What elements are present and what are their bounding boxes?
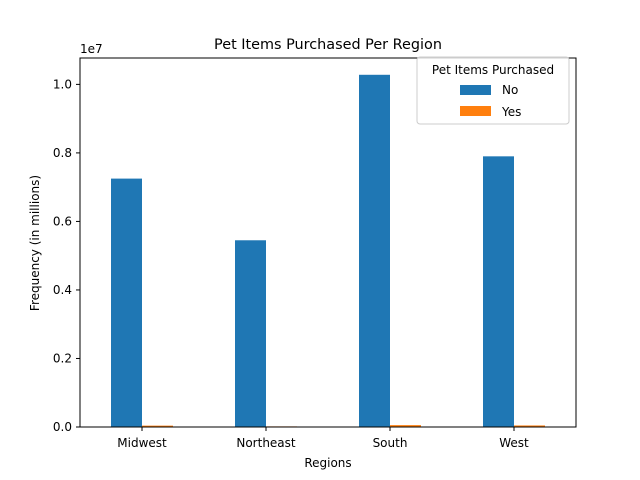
y-tick-label: 0.6 bbox=[53, 214, 72, 228]
y-tick-label: 0.2 bbox=[53, 351, 72, 365]
legend-frame bbox=[416, 56, 570, 125]
bar-no-northeast bbox=[235, 240, 266, 427]
bar-no-west bbox=[483, 156, 514, 427]
x-tick-label: Northeast bbox=[236, 436, 296, 450]
x-tick-label: Midwest bbox=[117, 436, 167, 450]
x-tick-label: South bbox=[373, 436, 408, 450]
legend-label-no: No bbox=[502, 83, 518, 97]
y-tick-label: 1.0 bbox=[53, 77, 72, 91]
bar-no-south bbox=[359, 74, 390, 427]
legend-swatch-no bbox=[460, 85, 491, 95]
bar-yes-midwest bbox=[142, 425, 173, 427]
x-tick-label: West bbox=[499, 436, 529, 450]
bar-no-midwest bbox=[111, 178, 142, 427]
axes-frame bbox=[79, 57, 577, 428]
legend-title: Pet Items Purchased bbox=[432, 63, 554, 77]
legend-label-yes: Yes bbox=[501, 105, 521, 119]
legend: Pet Items Purchased No Yes bbox=[416, 56, 570, 125]
y-tick-label: 0.8 bbox=[53, 146, 72, 160]
bar-yes-south bbox=[390, 425, 421, 427]
bar-yes-west bbox=[514, 425, 545, 427]
legend-swatch-yes bbox=[460, 106, 491, 116]
y-axis-offset-label: 1e7 bbox=[80, 42, 103, 56]
chart-title: Pet Items Purchased Per Region bbox=[214, 37, 442, 53]
x-axis-label: Regions bbox=[304, 456, 351, 470]
y-axis-label: Frequency (in millions) bbox=[28, 175, 42, 311]
plot-area: 0.0 0.2 0.4 0.6 0.8 1.0 Midwest Northeast South W… bbox=[53, 57, 577, 450]
y-tick-label: 0.0 bbox=[53, 420, 72, 434]
y-tick-label: 0.4 bbox=[53, 283, 72, 297]
